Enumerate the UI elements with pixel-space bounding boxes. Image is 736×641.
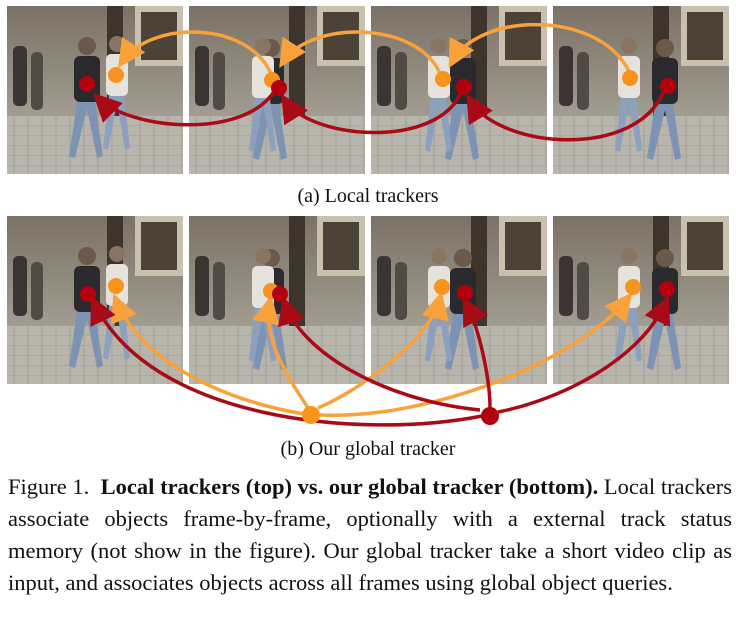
local-orange-arrows [118,23,633,77]
subcaption-global-tracker: (b) Our global tracker [280,438,456,460]
frame-b4 [553,216,729,384]
global-query-orange [302,406,320,424]
figure-caption: Figure 1. Local trackers (top) vs. our g… [8,471,732,599]
frame-a1 [7,6,183,174]
figure-label: Figure 1. [8,474,90,499]
caption-bold-summary: Local trackers (top) vs. our global trac… [100,474,599,499]
global-red-arrows [90,295,671,427]
local-dots [79,67,676,96]
frame-b1 [7,216,183,384]
subcaption-local-trackers: (a) Local trackers [297,185,439,207]
local-red-arrows [93,87,667,142]
global-query-red [481,407,499,425]
caption-body: Local trackers associate objects frame-b… [8,474,733,595]
global-orange-arrows [110,291,633,418]
global-dots [80,278,675,302]
